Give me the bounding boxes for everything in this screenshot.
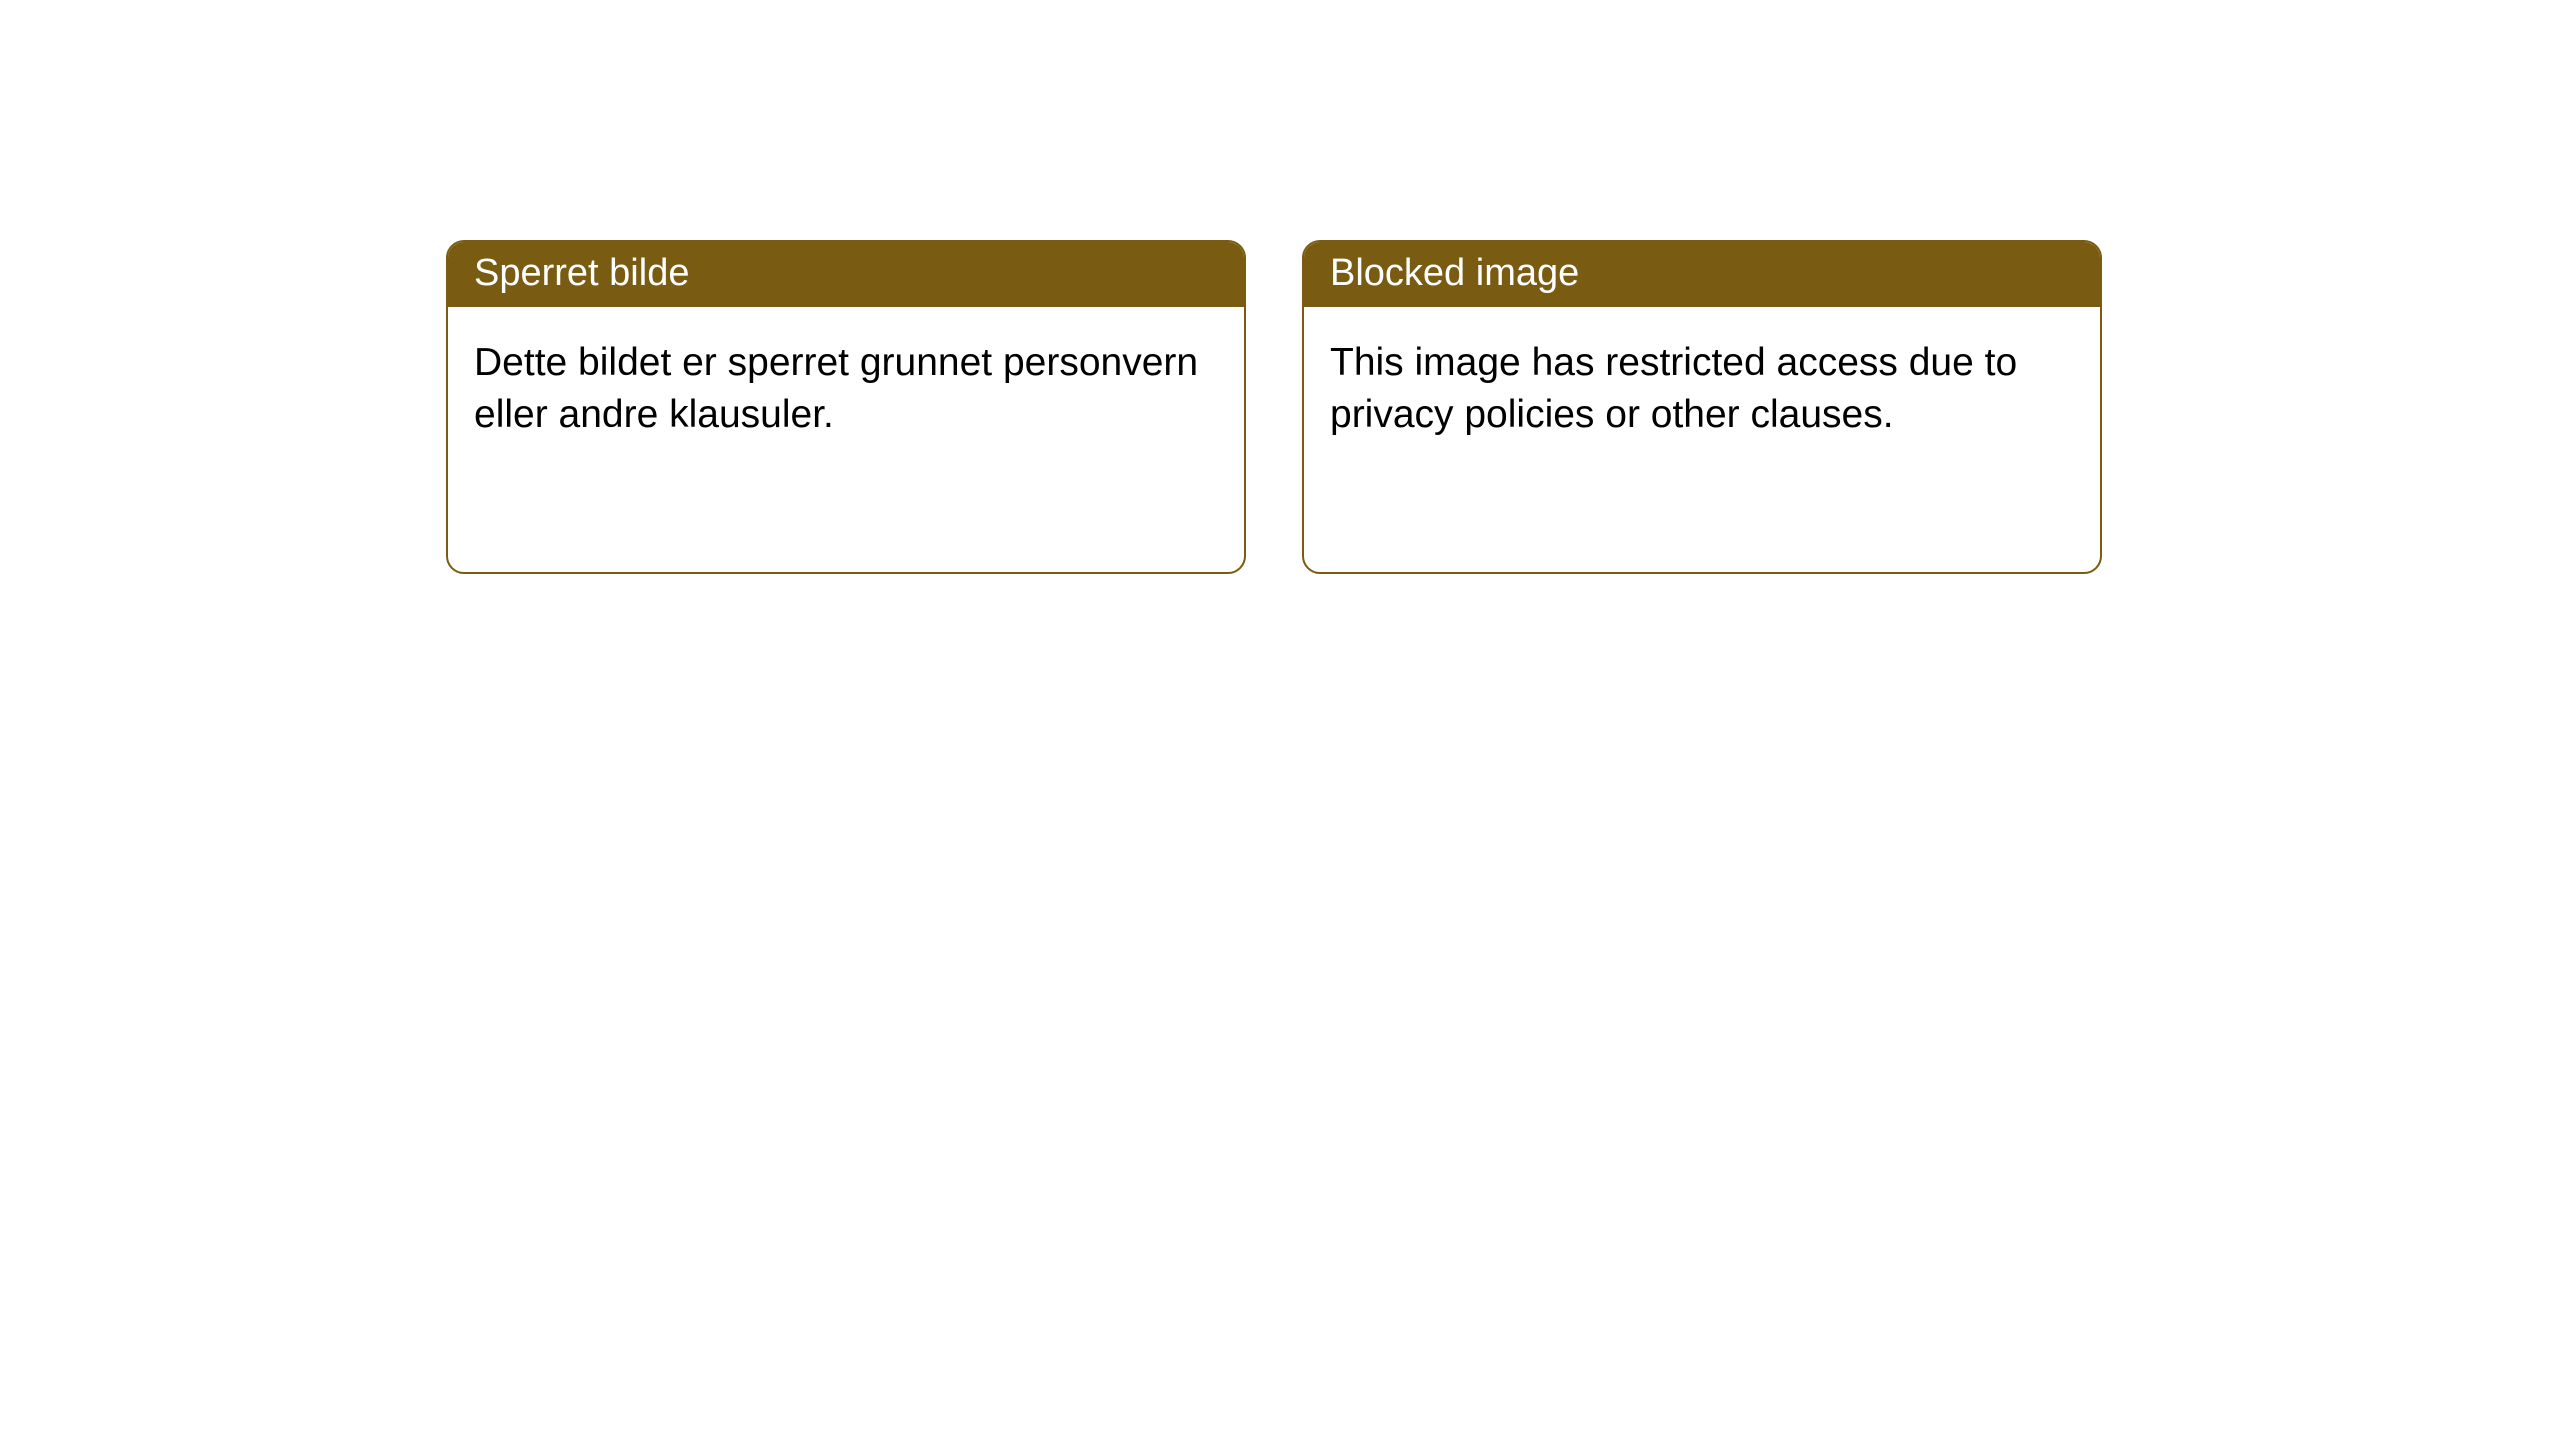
card-title: Sperret bilde xyxy=(474,252,689,294)
card-header: Sperret bilde xyxy=(448,242,1244,307)
card-body: Dette bildet er sperret grunnet personve… xyxy=(448,307,1244,471)
notice-card-english: Blocked image This image has restricted … xyxy=(1302,240,2102,574)
notice-container: Sperret bilde Dette bildet er sperret gr… xyxy=(446,240,2102,574)
card-body-text: Dette bildet er sperret grunnet personve… xyxy=(474,341,1198,436)
card-body: This image has restricted access due to … xyxy=(1304,307,2100,471)
card-body-text: This image has restricted access due to … xyxy=(1330,341,2017,436)
card-header: Blocked image xyxy=(1304,242,2100,307)
card-title: Blocked image xyxy=(1330,252,1579,294)
notice-card-norwegian: Sperret bilde Dette bildet er sperret gr… xyxy=(446,240,1246,574)
